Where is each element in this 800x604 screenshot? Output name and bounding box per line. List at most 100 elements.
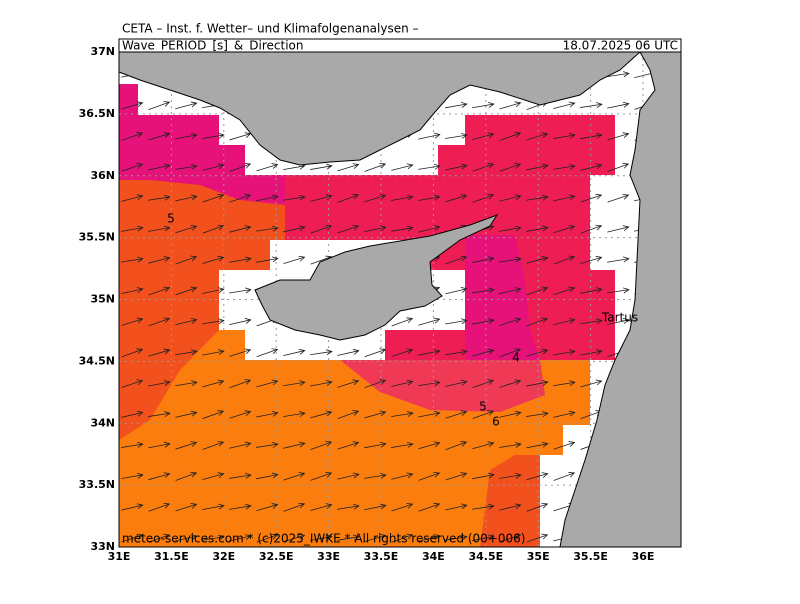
direction-arrow (580, 102, 603, 108)
lon-label: 33E (317, 550, 340, 563)
direction-arrow (580, 318, 603, 325)
direction-arrow (283, 533, 306, 543)
direction-arrow (526, 348, 549, 357)
lon-label: 32E (212, 550, 235, 563)
direction-arrow (472, 441, 495, 450)
direction-arrow (607, 132, 630, 141)
direction-arrow (553, 471, 576, 481)
direction-arrow (580, 132, 603, 140)
direction-arrow (148, 441, 171, 449)
lon-label: 31.5E (154, 550, 189, 563)
direction-arrow (472, 348, 495, 357)
direction-arrow (526, 256, 549, 264)
lon-label: 34E (422, 550, 445, 563)
direction-arrow (499, 132, 522, 141)
direction-arrow (121, 163, 144, 172)
lat-label: 36.5N (79, 107, 115, 120)
direction-arrow (526, 380, 549, 387)
direction-arrow (445, 349, 468, 356)
direction-arrow (283, 225, 306, 233)
institute-header: CETA – Inst. f. Wetter– und Klimafolgena… (122, 22, 419, 36)
direction-arrow (445, 194, 468, 203)
direction-arrow (418, 471, 441, 481)
direction-arrow (283, 502, 306, 512)
direction-arrow (364, 348, 387, 358)
lon-label: 33.5E (364, 550, 399, 563)
direction-arrow (148, 348, 171, 357)
direction-arrow (283, 380, 306, 387)
direction-arrow (148, 163, 171, 171)
direction-arrow (283, 194, 306, 201)
land-levant (559, 51, 682, 548)
lat-label: 36N (90, 169, 115, 182)
direction-arrow (580, 287, 603, 294)
direction-arrow (418, 441, 441, 450)
direction-arrow (472, 132, 495, 140)
direction-arrow (607, 287, 630, 294)
direction-arrow (121, 472, 144, 479)
direction-arrow (283, 255, 306, 265)
direction-arrow (499, 163, 522, 172)
direction-arrow (391, 194, 414, 201)
direction-arrow (499, 256, 522, 263)
direction-arrow (148, 286, 171, 296)
direction-arrow (526, 441, 549, 449)
direction-arrow (526, 317, 549, 327)
direction-arrow (553, 441, 576, 450)
direction-arrow (175, 101, 198, 110)
direction-arrow (499, 194, 522, 202)
direction-arrow (499, 317, 522, 326)
direction-arrow (202, 163, 225, 171)
direction-arrow (175, 194, 198, 202)
direction-arrow (472, 410, 495, 419)
direction-arrow (553, 255, 576, 265)
direction-arrow (391, 472, 414, 480)
direction-arrow (526, 472, 549, 481)
direction-arrow (121, 348, 144, 358)
direction-arrow (256, 194, 279, 202)
direction-arrow (256, 379, 279, 388)
direction-arrow (229, 503, 252, 510)
direction-arrow (229, 379, 252, 389)
lon-label: 35.5E (573, 550, 608, 563)
direction-arrow (256, 533, 279, 543)
direction-arrow (175, 224, 198, 234)
direction-arrow (256, 225, 279, 232)
direction-arrow (283, 472, 306, 481)
direction-arrow (553, 410, 576, 418)
direction-arrow (121, 503, 144, 511)
direction-arrow (391, 163, 414, 171)
direction-arrow (202, 224, 225, 234)
direction-arrow (553, 349, 576, 356)
direction-arrow (337, 163, 360, 172)
contour-label: 4 (512, 351, 520, 365)
plot-area: 5 4 5 6 Tartus meteo-services.com * (c)2… (118, 51, 682, 548)
direction-arrow (418, 349, 441, 356)
direction-arrow (499, 225, 522, 232)
direction-arrow (391, 502, 414, 512)
direction-arrow (229, 318, 252, 325)
direction-arrow (391, 441, 414, 448)
direction-arrow (472, 379, 495, 389)
direction-arrow (391, 533, 414, 543)
direction-arrow (121, 194, 144, 202)
direction-arrow (445, 379, 468, 387)
direction-arrow (148, 256, 171, 264)
direction-arrow (364, 472, 387, 479)
direction-arrow (175, 471, 198, 481)
direction-arrow (283, 411, 306, 418)
direction-arrow (607, 256, 630, 263)
direction-arrow (202, 255, 225, 264)
direction-arrow (445, 287, 468, 295)
direction-arrow (175, 534, 198, 542)
direction-arrow (580, 255, 603, 264)
direction-arrow (121, 441, 144, 448)
direction-arrow (499, 441, 522, 448)
direction-arrow (499, 287, 522, 295)
direction-arrow (256, 348, 279, 358)
direction-arrow (499, 379, 522, 388)
direction-arrow (310, 534, 333, 541)
direction-arrow (310, 380, 333, 387)
direction-arrow (337, 534, 360, 541)
